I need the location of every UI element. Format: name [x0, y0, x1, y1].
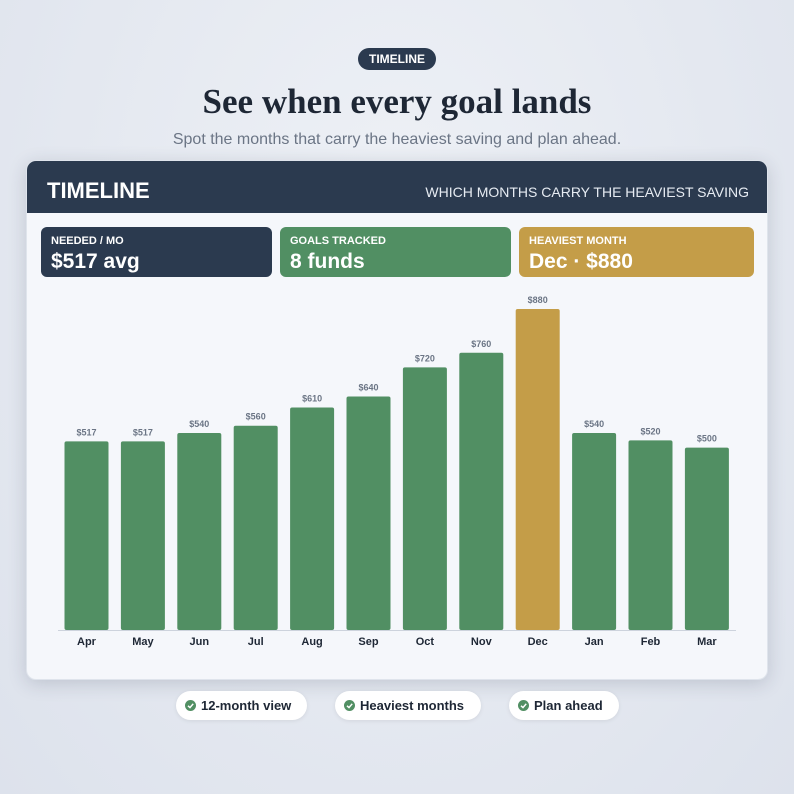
check-icon [344, 700, 355, 711]
bar [177, 433, 222, 630]
stat: HEAVIEST MONTH Dec · $880 [519, 227, 754, 277]
stat: GOALS TRACKED 8 funds [280, 227, 511, 277]
tag: 12-month view [176, 691, 307, 720]
value-label: $520 [640, 426, 660, 436]
value-label: $880 [528, 295, 548, 305]
bar [346, 396, 391, 630]
stat-value: 8 funds [290, 250, 365, 273]
stat-label: GOALS TRACKED [290, 235, 386, 247]
x-tick-label: Feb [641, 636, 661, 648]
bar [515, 309, 560, 630]
x-tick-label: Apr [77, 636, 97, 648]
x-tick-label: Mar [697, 636, 717, 648]
x-tick-label: Jan [585, 636, 604, 648]
tag: Heaviest months [335, 691, 481, 720]
value-label: $720 [415, 353, 435, 363]
card-header: TIMELINE WHICH MONTHS CARRY THE HEAVIEST… [27, 161, 767, 213]
bar [628, 440, 673, 630]
check-icon [518, 700, 529, 711]
bar [402, 367, 447, 630]
card-title: TIMELINE [47, 178, 150, 203]
card-subtitle: WHICH MONTHS CARRY THE HEAVIEST SAVING [425, 184, 749, 200]
bar [572, 433, 617, 630]
check-icon [185, 700, 196, 711]
stat: NEEDED / MO $517 avg [41, 227, 272, 277]
x-tick-label: Nov [471, 636, 493, 648]
x-tick-label: Sep [358, 636, 378, 648]
stat-label: HEAVIEST MONTH [529, 235, 627, 247]
x-tick-label: Oct [416, 636, 435, 648]
value-label: $640 [358, 383, 378, 393]
bar [684, 447, 729, 630]
bar [64, 441, 109, 630]
tag: Plan ahead [509, 691, 619, 720]
value-label: $760 [471, 339, 491, 349]
bar [459, 352, 504, 630]
x-tick-label: Jun [190, 636, 210, 648]
value-label: $540 [584, 419, 604, 429]
stat-label: NEEDED / MO [51, 235, 124, 247]
value-label: $517 [133, 427, 153, 437]
badge: TIMELINE [358, 48, 436, 70]
bar [290, 407, 335, 630]
bar [233, 425, 278, 630]
x-tick-label: Aug [301, 636, 322, 648]
x-tick-label: May [132, 636, 154, 648]
bar [120, 441, 165, 630]
value-label: $540 [189, 419, 209, 429]
x-tick-label: Jul [248, 636, 264, 648]
value-label: $500 [697, 434, 717, 444]
page-subtitle: Spot the months that carry the heaviest … [172, 131, 622, 148]
stat-value: $517 avg [51, 250, 140, 273]
value-label: $610 [302, 393, 322, 403]
tag-label: 12-month view [201, 698, 292, 713]
value-label: $517 [76, 427, 96, 437]
x-tick-label: Dec [528, 636, 548, 648]
stat-value: Dec · $880 [529, 250, 633, 273]
tag-label: Plan ahead [534, 698, 603, 713]
tag-label: Heaviest months [360, 698, 465, 713]
page-title: See when every goal lands [202, 82, 592, 121]
value-label: $560 [246, 412, 266, 422]
